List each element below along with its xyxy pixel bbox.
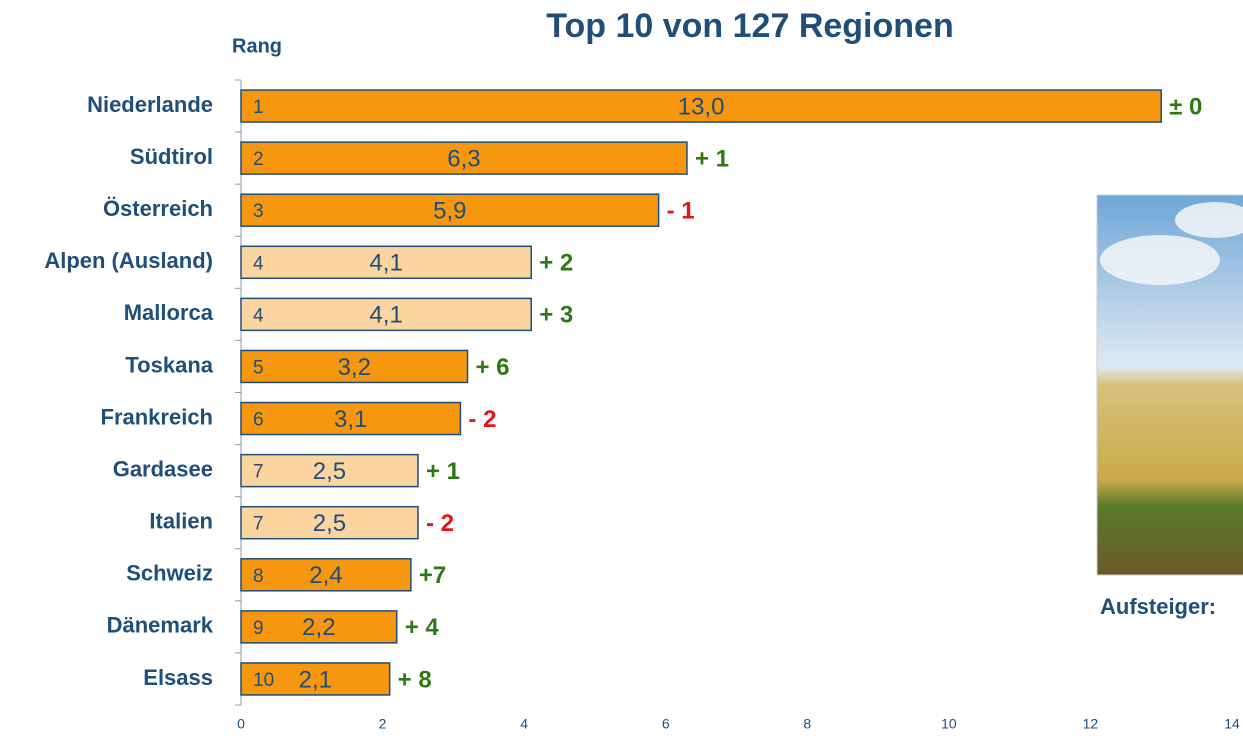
- y-tick-label: Alpen (Ausland): [44, 248, 213, 273]
- y-tick-label: Toskana: [125, 352, 213, 377]
- x-tick-label: 12: [1083, 716, 1099, 732]
- chart-title: Top 10 von 127 Regionen: [546, 7, 953, 45]
- rank-header: Rang: [232, 35, 282, 57]
- bar: [240, 558, 412, 592]
- bar: [240, 297, 532, 332]
- change-label: + 2: [539, 250, 573, 277]
- photo-cloud: [1100, 235, 1220, 285]
- change-label: - 2: [426, 510, 454, 537]
- y-tick-label: Italien: [149, 509, 213, 534]
- rank-label: 10: [253, 670, 274, 691]
- value-label: 2,2: [302, 614, 335, 641]
- bar: [240, 89, 1162, 123]
- rank-label: 9: [253, 618, 264, 639]
- x-tick-label: 6: [662, 716, 670, 732]
- bar: [240, 401, 462, 436]
- change-label: + 6: [476, 354, 510, 381]
- rank-label: 3: [253, 201, 264, 222]
- x-tick-label: 10: [941, 716, 957, 732]
- y-tick-label: Niederlande: [87, 92, 213, 117]
- bar: [240, 453, 419, 488]
- change-label: + 4: [405, 614, 440, 641]
- value-label: 5,9: [433, 198, 466, 225]
- y-tick-label: Frankreich: [101, 404, 214, 429]
- bar: [240, 349, 469, 384]
- value-label: 3,2: [338, 354, 371, 381]
- change-label: + 8: [398, 666, 432, 693]
- rank-label: 4: [253, 305, 264, 326]
- x-tick-label: 8: [803, 716, 811, 732]
- change-label: + 1: [426, 458, 460, 485]
- y-tick-label: Schweiz: [126, 561, 213, 586]
- bar: [240, 141, 688, 175]
- bar: [240, 245, 532, 280]
- bar: [240, 505, 419, 540]
- y-tick-label: Dänemark: [107, 613, 214, 638]
- value-label: 4,1: [369, 302, 402, 329]
- rank-label: 6: [253, 410, 264, 431]
- caption: Aufsteiger:: [1100, 594, 1216, 619]
- rank-label: 1: [253, 97, 264, 118]
- y-tick-label: Elsass: [143, 665, 213, 690]
- change-label: ± 0: [1169, 93, 1202, 120]
- x-tick-label: 14: [1224, 716, 1240, 732]
- change-label: - 1: [667, 198, 695, 225]
- value-label: 6,3: [447, 145, 480, 172]
- y-tick-label: Österreich: [103, 196, 213, 221]
- y-tick-label: Mallorca: [124, 300, 214, 325]
- change-label: + 3: [539, 302, 573, 329]
- rank-label: 7: [253, 462, 264, 483]
- photo-cloud: [1175, 202, 1243, 238]
- value-label: 4,1: [369, 250, 402, 277]
- rank-label: 8: [253, 566, 264, 587]
- bar: [240, 610, 398, 644]
- x-tick-label: 2: [379, 716, 387, 732]
- value-label: 2,5: [313, 510, 346, 537]
- x-tick-label: 4: [520, 716, 528, 732]
- value-label: 3,1: [334, 406, 367, 433]
- rank-label: 5: [253, 357, 264, 378]
- rank-label: 7: [253, 514, 264, 535]
- value-label: 2,5: [313, 458, 346, 485]
- value-label: 2,1: [299, 666, 332, 693]
- change-label: +7: [419, 562, 446, 589]
- rank-label: 2: [253, 149, 264, 170]
- bar: [240, 662, 391, 696]
- change-label: + 1: [695, 145, 729, 172]
- change-label: - 2: [468, 406, 496, 433]
- y-tick-label: Südtirol: [130, 144, 213, 169]
- bar: [240, 193, 660, 227]
- rank-label: 4: [253, 253, 264, 274]
- value-label: 13,0: [678, 93, 725, 120]
- x-tick-label: 0: [237, 716, 245, 732]
- value-label: 2,4: [309, 562, 342, 589]
- y-tick-label: Gardasee: [113, 456, 213, 481]
